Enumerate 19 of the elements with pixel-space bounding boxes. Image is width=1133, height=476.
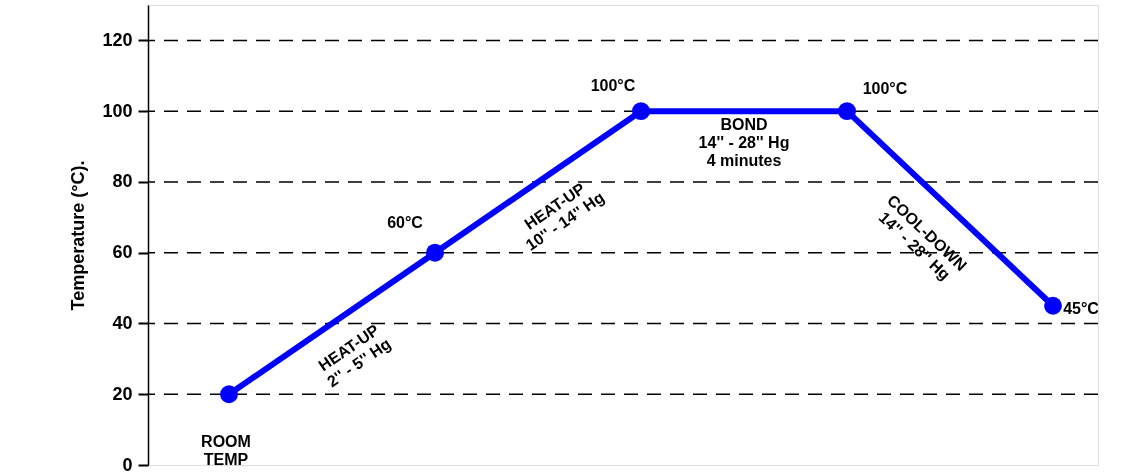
- y-tick-label: 80: [112, 171, 133, 192]
- annotation: 45°C: [1063, 299, 1100, 317]
- annotation: ROOM TEMP: [201, 433, 251, 469]
- y-tick-label: 100: [102, 100, 133, 121]
- y-axis-title: Temperature (°C).: [68, 160, 89, 311]
- point: [1044, 296, 1062, 315]
- y-tick-label: 40: [112, 312, 133, 333]
- y-tick-label: 120: [102, 29, 133, 50]
- y-tick-label: 0: [122, 454, 133, 475]
- annotation: 100°C: [590, 77, 636, 95]
- y-tick-label: 20: [112, 383, 133, 404]
- annotation: 60°C: [387, 213, 424, 231]
- point: [426, 243, 444, 262]
- point: [838, 102, 856, 121]
- point: [632, 102, 650, 121]
- annotation: BOND 14'' - 28'' Hg 4 minutes: [698, 116, 790, 170]
- y-tick-label: 60: [112, 242, 133, 263]
- point: [220, 385, 238, 404]
- annotation: 100°C: [862, 80, 908, 98]
